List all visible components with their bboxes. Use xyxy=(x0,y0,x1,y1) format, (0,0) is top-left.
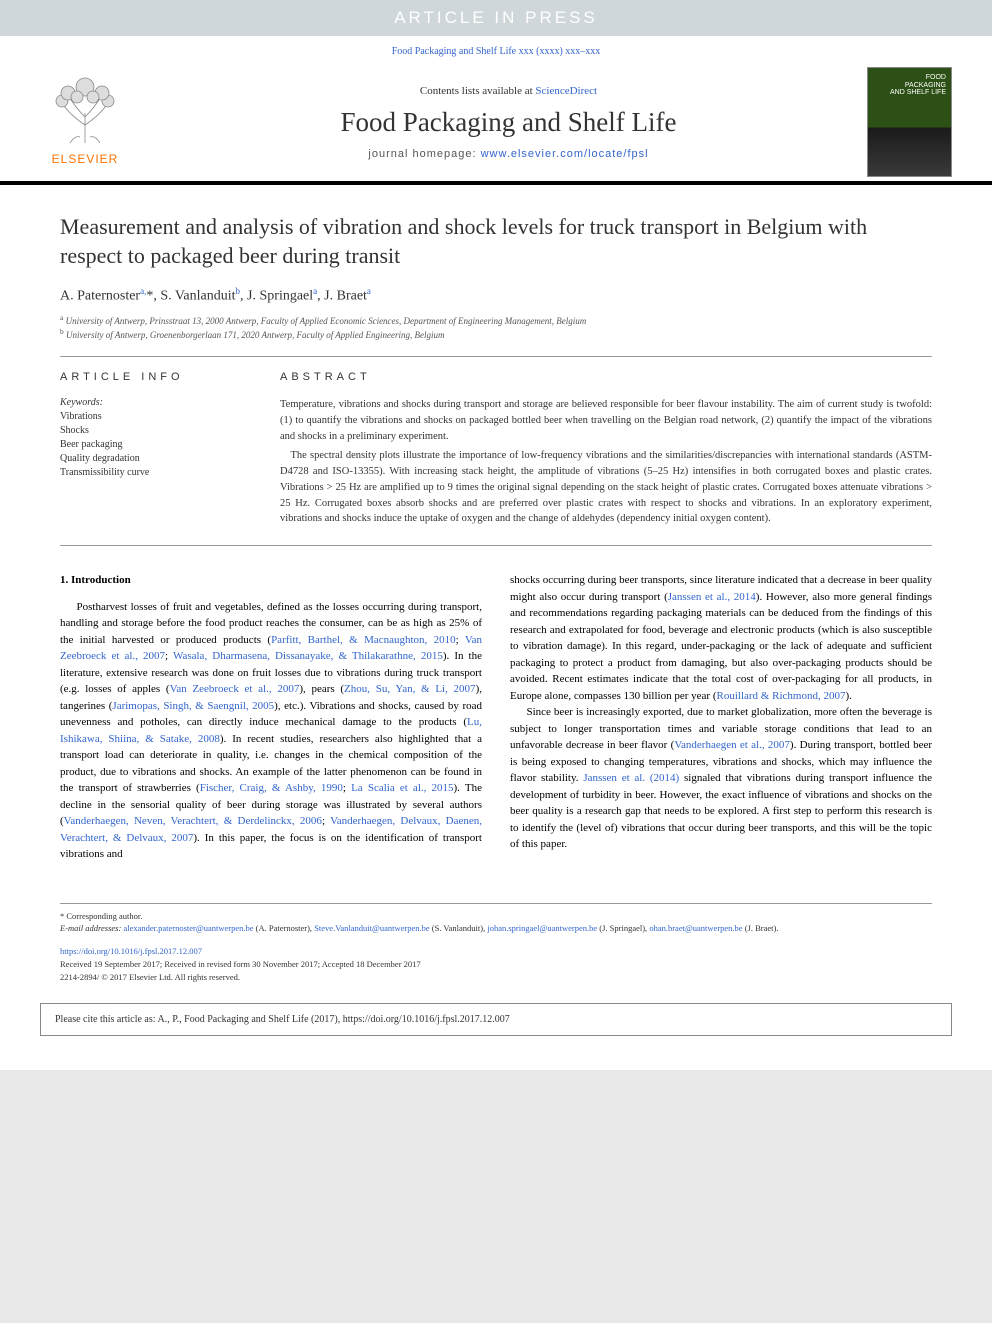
contents-available-line: Contents lists available at ScienceDirec… xyxy=(150,85,867,97)
abstract-text: Temperature, vibrations and shocks durin… xyxy=(280,397,932,527)
divider xyxy=(60,545,932,546)
journal-name: Food Packaging and Shelf Life xyxy=(150,107,867,138)
article-in-press-banner: ARTICLE IN PRESS xyxy=(0,0,992,36)
citation-link[interactable]: Lu, Ishikawa, Shiina, & Satake, 2008 xyxy=(60,716,482,745)
citation-link[interactable]: Wasala, Dharmasena, Dissanayake, & Thila… xyxy=(173,650,443,662)
info-abstract-row: ARTICLE INFO Keywords: VibrationsShocksB… xyxy=(60,357,932,545)
article-info-heading: ARTICLE INFO xyxy=(60,371,250,383)
masthead-center: Contents lists available at ScienceDirec… xyxy=(150,85,867,160)
email-link[interactable]: johan.springael@uantwerpen.be xyxy=(487,923,597,933)
citation-box: Please cite this article as: A., P., Foo… xyxy=(40,1003,952,1036)
affiliations: a University of Antwerp, Prinsstraat 13,… xyxy=(60,313,932,342)
keyword: Transmissibility curve xyxy=(60,466,250,480)
body-paragraph: Postharvest losses of fruit and vegetabl… xyxy=(60,599,482,863)
citation-link[interactable]: Fischer, Craig, & Ashby, 1990 xyxy=(200,782,343,794)
abstract-heading: ABSTRACT xyxy=(280,371,932,383)
keywords-list: VibrationsShocksBeer packagingQuality de… xyxy=(60,410,250,480)
citation-link[interactable]: Vanderhaegen, Neven, Verachtert, & Derde… xyxy=(64,815,322,827)
sciencedirect-link[interactable]: ScienceDirect xyxy=(535,85,597,97)
article-content: Measurement and analysis of vibration an… xyxy=(0,185,992,983)
abstract-column: ABSTRACT Temperature, vibrations and sho… xyxy=(280,371,932,531)
citation-link[interactable]: Zhou, Su, Yan, & Li, 2007 xyxy=(344,683,476,695)
elsevier-logo: ELSEVIER xyxy=(40,75,130,170)
section-heading: 1. Introduction xyxy=(60,572,482,589)
keywords-label: Keywords: xyxy=(60,397,250,408)
cover-title-text: FOOD PACKAGING AND SHELF LIFE xyxy=(890,74,946,97)
affiliation-line: b University of Antwerp, Groenenborgerla… xyxy=(60,327,932,342)
journal-homepage-link[interactable]: www.elsevier.com/locate/fpsl xyxy=(481,148,649,160)
body-two-column: 1. Introduction Postharvest losses of fr… xyxy=(60,572,932,863)
body-paragraph: Since beer is increasingly exported, due… xyxy=(510,704,932,853)
keyword: Beer packaging xyxy=(60,438,250,452)
journal-cover-thumbnail: FOOD PACKAGING AND SHELF LIFE xyxy=(867,67,952,177)
doi-link[interactable]: https://doi.org/10.1016/j.fpsl.2017.12.0… xyxy=(60,946,202,956)
affiliation-line: a University of Antwerp, Prinsstraat 13,… xyxy=(60,313,932,328)
article-history: Received 19 September 2017; Received in … xyxy=(60,959,421,969)
copyright-line: 2214-2894/ © 2017 Elsevier Ltd. All righ… xyxy=(60,972,240,982)
article-info-column: ARTICLE INFO Keywords: VibrationsShocksB… xyxy=(60,371,250,531)
doi-block: https://doi.org/10.1016/j.fpsl.2017.12.0… xyxy=(60,945,932,983)
keyword: Shocks xyxy=(60,424,250,438)
body-paragraph: shocks occurring during beer transports,… xyxy=(510,572,932,704)
citation-link[interactable]: Rouillard & Richmond, 2007 xyxy=(717,690,846,702)
masthead: ELSEVIER Contents lists available at Sci… xyxy=(0,63,992,185)
article-title: Measurement and analysis of vibration an… xyxy=(60,213,932,270)
email-addresses-line: E-mail addresses: alexander.paternoster@… xyxy=(60,922,932,935)
citation-link[interactable]: Janssen et al. (2014) xyxy=(583,772,679,784)
citation-link[interactable]: Jarimopas, Singh, & Saengnil, 2005 xyxy=(112,700,274,712)
journal-reference: Food Packaging and Shelf Life xxx (xxxx)… xyxy=(0,36,992,63)
abstract-paragraph: The spectral density plots illustrate th… xyxy=(280,448,932,527)
contents-prefix: Contents lists available at xyxy=(420,85,535,97)
footnotes: * Corresponding author. E-mail addresses… xyxy=(60,903,932,936)
citation-link[interactable]: Vanderhaegen et al., 2007 xyxy=(674,739,790,751)
citation-link[interactable]: Parfitt, Barthel, & Macnaughton, 2010 xyxy=(271,634,456,646)
keyword: Vibrations xyxy=(60,410,250,424)
email-link[interactable]: ohan.braet@uantwerpen.be xyxy=(649,923,742,933)
elsevier-tree-icon xyxy=(40,75,130,145)
homepage-prefix: journal homepage: xyxy=(368,148,480,160)
corresponding-author-note: * Corresponding author. xyxy=(60,910,932,923)
authors-line: A. Paternostera,*, S. Vanlanduitb, J. Sp… xyxy=(60,286,932,305)
elsevier-wordmark: ELSEVIER xyxy=(40,152,130,166)
abstract-paragraph: Temperature, vibrations and shocks durin… xyxy=(280,397,932,444)
citation-link[interactable]: Janssen et al., 2014 xyxy=(668,591,756,603)
page: ARTICLE IN PRESS Food Packaging and Shel… xyxy=(0,0,992,1070)
email-link[interactable]: Steve.Vanlanduit@uantwerpen.be xyxy=(314,923,429,933)
journal-homepage-line: journal homepage: www.elsevier.com/locat… xyxy=(150,148,867,160)
citation-link[interactable]: Van Zeebroeck et al., 2007 xyxy=(170,683,300,695)
email-link[interactable]: alexander.paternoster@uantwerpen.be xyxy=(123,923,253,933)
citation-link[interactable]: La Scalia et al., 2015 xyxy=(351,782,453,794)
keyword: Quality degradation xyxy=(60,452,250,466)
